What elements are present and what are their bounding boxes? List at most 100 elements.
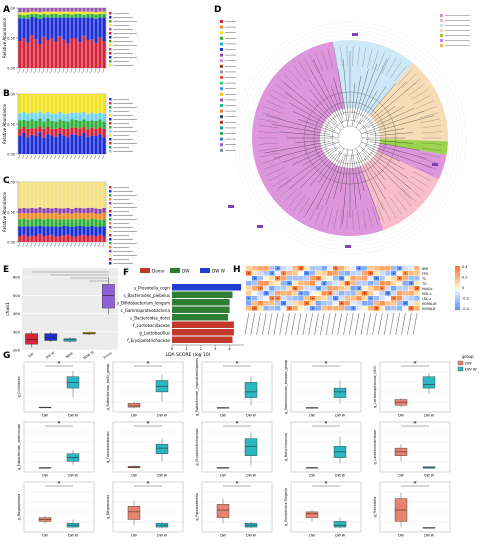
bar-segment bbox=[42, 36, 46, 68]
heatmap-cell bbox=[408, 306, 414, 311]
bar-segment bbox=[94, 121, 98, 129]
x-tick-mark bbox=[98, 154, 101, 160]
bar-segment bbox=[78, 225, 82, 236]
heatmap-cell bbox=[263, 291, 269, 296]
tree-branch bbox=[365, 115, 435, 135]
heatmap-cell bbox=[246, 271, 252, 276]
y-tick-label: 200 bbox=[13, 348, 21, 353]
tree-branch bbox=[373, 144, 427, 159]
heatmap-cell bbox=[373, 266, 379, 271]
heatmap-cell bbox=[373, 296, 379, 301]
bar-segment bbox=[54, 17, 58, 42]
color-scale-step bbox=[455, 307, 460, 309]
box bbox=[102, 284, 115, 309]
heatmap-cell bbox=[269, 281, 275, 286]
bar-segment bbox=[46, 94, 50, 112]
phylogenetic-tree-panel bbox=[220, 14, 470, 255]
bar-segment bbox=[18, 12, 22, 15]
x-tick-label: DW bbox=[309, 414, 315, 418]
significance-mark: * bbox=[364, 292, 366, 296]
heatmap-cell bbox=[396, 291, 403, 296]
significance-mark: * bbox=[277, 297, 279, 301]
heatmap-cell bbox=[414, 276, 420, 281]
heatmap-cell bbox=[251, 301, 258, 306]
tree-branch bbox=[367, 147, 405, 170]
x-tick-mark bbox=[62, 154, 65, 160]
tree-branch bbox=[351, 149, 362, 201]
bar-segment bbox=[38, 18, 42, 44]
subplot-y-label: g_Megamonas bbox=[106, 495, 110, 520]
heatmap-cell bbox=[373, 271, 379, 276]
leaf-label bbox=[367, 48, 373, 69]
legend-swatch bbox=[109, 102, 112, 105]
bar-segment bbox=[26, 94, 30, 114]
legend-swatch bbox=[109, 24, 112, 27]
sample-legend-swatch bbox=[220, 126, 223, 130]
bar-segment bbox=[66, 94, 70, 114]
bar-segment bbox=[46, 134, 50, 154]
bar-segment bbox=[90, 127, 94, 136]
tree-branch bbox=[355, 90, 378, 128]
heatmap-cell bbox=[309, 266, 316, 271]
bar-segment bbox=[102, 137, 106, 154]
bar-segment bbox=[18, 41, 22, 68]
bar-segment bbox=[78, 14, 82, 18]
heatmap-row-label: HOMA-IR bbox=[422, 302, 437, 306]
bar-segment bbox=[46, 11, 50, 15]
bar-segment bbox=[86, 11, 90, 14]
bar-segment bbox=[90, 14, 94, 18]
bar-segment bbox=[30, 112, 34, 120]
color-scale-tick-label: -0.4 bbox=[462, 307, 470, 311]
x-tick-mark bbox=[102, 242, 105, 248]
heatmap-col-label bbox=[308, 312, 314, 336]
bar-segment bbox=[102, 8, 106, 12]
bar-segment bbox=[102, 226, 106, 237]
subplot-y-label: g_Lachnoclostridium bbox=[373, 429, 377, 465]
x-tick-mark bbox=[86, 242, 89, 248]
heatmap-cell bbox=[408, 296, 414, 301]
significance-mark: * bbox=[260, 287, 262, 291]
heatmap-cell bbox=[315, 276, 321, 281]
heatmap-cell bbox=[362, 271, 368, 276]
tree-branch bbox=[295, 139, 327, 143]
bar-segment bbox=[26, 18, 30, 43]
bar-segment bbox=[54, 226, 58, 237]
x-tick-label: DW bbox=[220, 534, 226, 538]
y-tick-label: 0.00 bbox=[7, 153, 15, 157]
bar-segment bbox=[74, 207, 78, 213]
bar-segment bbox=[34, 136, 38, 154]
heatmap-col-label bbox=[285, 312, 290, 336]
bar-segment bbox=[98, 8, 102, 12]
bar-segment bbox=[38, 126, 42, 133]
leaf-label bbox=[258, 147, 279, 151]
heatmap-cell bbox=[251, 306, 258, 311]
heatmap-cell bbox=[298, 286, 304, 291]
x-tick-mark bbox=[34, 242, 37, 248]
x-tick-mark bbox=[86, 154, 89, 160]
bar-segment bbox=[46, 118, 50, 127]
bar-segment bbox=[78, 207, 82, 214]
heatmap-cell bbox=[257, 266, 263, 271]
bar-segment bbox=[58, 94, 62, 112]
significance-star: * bbox=[147, 421, 150, 428]
x-tick-mark bbox=[50, 154, 53, 160]
y-axis-label: Relative Abundance bbox=[2, 17, 7, 57]
x-tick-mark bbox=[18, 154, 21, 160]
x-tick-label: DW W bbox=[246, 414, 257, 418]
bar-segment bbox=[42, 94, 46, 114]
heatmap-cell bbox=[286, 266, 292, 271]
leaf-label bbox=[327, 207, 333, 228]
bar-segment bbox=[58, 8, 62, 12]
bar-segment bbox=[62, 113, 66, 121]
bar-segment bbox=[70, 227, 74, 236]
leaf-label bbox=[390, 197, 402, 215]
heatmap-cell bbox=[304, 266, 310, 271]
subplot-frame bbox=[290, 421, 362, 473]
heatmap-cell bbox=[338, 301, 345, 306]
heatmap-cell bbox=[385, 286, 391, 291]
significance-mark: * bbox=[294, 287, 296, 291]
bar-segment bbox=[18, 236, 22, 242]
bar-segment bbox=[62, 121, 66, 129]
heatmap-cell bbox=[251, 271, 258, 276]
heatmap-cell bbox=[414, 291, 420, 296]
